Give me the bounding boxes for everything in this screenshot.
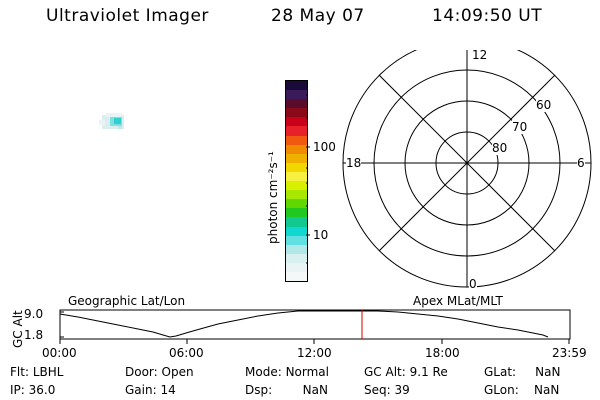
- altitude-curve: [59, 310, 549, 338]
- mlt-6-label: 6: [577, 156, 585, 170]
- colorbar-swatch: [286, 271, 307, 282]
- x-tick-0000: 00:00: [42, 346, 77, 360]
- app-title: Ultraviolet Imager: [46, 6, 209, 26]
- filter-info: Flt: LBHL: [10, 365, 64, 379]
- gc-alt-min-label: 1.8: [24, 328, 44, 342]
- colorbar-swatch: [286, 217, 307, 227]
- x-tick-0600: 06:00: [169, 346, 204, 360]
- lat-80-label: 80: [492, 141, 508, 155]
- gc-alt-axis-label: GC Alt: [11, 310, 25, 348]
- colorbar-swatch: [286, 108, 307, 118]
- x-tick-1200: 12:00: [297, 346, 332, 360]
- colorbar-tick-10: 10: [313, 228, 329, 242]
- orbit-altitude-timeline: [59, 309, 571, 344]
- colorbar-unit-label: photon cm⁻²s⁻¹: [266, 151, 280, 244]
- color-scale-bar: [285, 80, 308, 282]
- seq-value: 39: [394, 383, 410, 397]
- colorbar-swatch: [286, 153, 307, 163]
- colorbar-tick-100: 100: [313, 140, 336, 154]
- lat-60-label: 60: [536, 98, 552, 112]
- time-label: 14:09:50 UT: [432, 6, 543, 26]
- mode-info: Mode: Normal: [245, 365, 329, 379]
- glat-info: GLat: NaN: [484, 365, 561, 379]
- x-axis-ticks: [59, 339, 570, 344]
- ip-info: IP: 36.0: [10, 383, 56, 397]
- colorbar-swatch: [286, 190, 307, 200]
- glon-info: GLon: NaN: [484, 383, 560, 397]
- filter-value: LBHL: [32, 365, 64, 379]
- colorbar-swatch: [286, 135, 307, 145]
- apex-mlat-mlt-label: Apex MLat/MLT: [413, 294, 503, 308]
- date-label: 28 May 07: [271, 6, 365, 26]
- mlt-0-label: 0: [469, 277, 477, 291]
- colorbar-swatch: [286, 99, 307, 109]
- colorbar-swatch: [286, 262, 307, 272]
- dsp-value: NaN: [302, 383, 328, 397]
- colorbar-swatch: [286, 90, 307, 100]
- glat-value: NaN: [535, 365, 561, 379]
- colorbar-swatch: [286, 171, 307, 182]
- mlt-12-label: 12: [472, 48, 488, 62]
- dsp-info: Dsp: NaN: [245, 383, 328, 397]
- colorbar-swatch: [286, 244, 307, 254]
- gc-alt-info: GC Alt: 9.1 Re: [364, 365, 448, 379]
- door-value: Open: [161, 365, 194, 379]
- timeline-frame: [59, 309, 571, 340]
- uv-image-area: [99, 113, 124, 129]
- colorbar-swatch: [286, 162, 307, 172]
- ip-value: 36.0: [28, 383, 56, 397]
- lat-70-label: 70: [512, 120, 528, 134]
- colorbar-swatch: [286, 144, 307, 154]
- colorbar-swatch: [286, 117, 307, 127]
- colorbar-swatch: [286, 81, 307, 91]
- colorbar-swatch: [286, 126, 307, 136]
- gc-alt-value: 9.1 Re: [409, 365, 448, 379]
- glon-value: NaN: [534, 383, 560, 397]
- polar-diagonal-2: [378, 74, 556, 252]
- x-tick-2359: 23:59: [552, 346, 587, 360]
- colorbar-swatch: [286, 235, 307, 245]
- seq-info: Seq: 39: [364, 383, 410, 397]
- mode-value: Normal: [285, 365, 329, 379]
- mlt-18-label: 18: [346, 156, 362, 170]
- auroral-emission-spot: [99, 113, 124, 129]
- gc-alt-max-label: 9.0: [24, 307, 44, 321]
- polar-grid: [342, 50, 592, 288]
- colorbar-swatch: [286, 181, 307, 191]
- colorbar-swatch: [286, 208, 307, 218]
- colorbar-ticks: [306, 94, 310, 264]
- colorbar-swatch: [286, 199, 307, 209]
- geographic-latlon-label: Geographic Lat/Lon: [68, 294, 186, 308]
- door-info: Door: Open: [125, 365, 194, 379]
- gain-info: Gain: 14: [125, 383, 176, 397]
- colorbar-swatch: [286, 226, 307, 236]
- gain-value: 14: [160, 383, 176, 397]
- colorbar-swatch: [286, 253, 307, 263]
- x-tick-1800: 18:00: [425, 346, 460, 360]
